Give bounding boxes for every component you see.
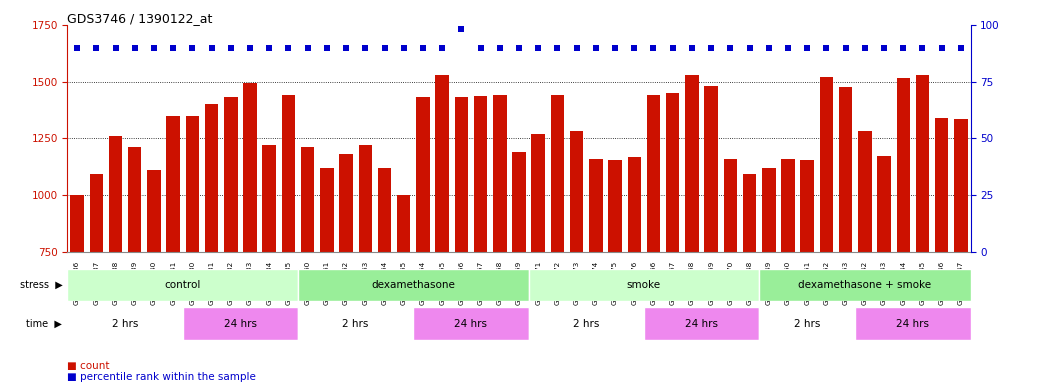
Bar <box>666 93 680 252</box>
Bar <box>416 98 430 252</box>
Bar <box>759 269 971 301</box>
Bar <box>935 118 949 252</box>
Bar <box>263 145 276 252</box>
Bar <box>513 152 525 252</box>
Bar <box>298 269 528 301</box>
Bar <box>67 269 298 301</box>
Bar <box>685 75 699 252</box>
Bar <box>762 168 775 252</box>
Bar <box>855 307 971 340</box>
Bar <box>378 168 391 252</box>
Bar <box>147 170 161 252</box>
Bar <box>628 157 641 252</box>
Bar <box>67 307 183 340</box>
Bar <box>166 116 180 252</box>
Text: 2 hrs: 2 hrs <box>343 318 368 329</box>
Bar <box>647 95 660 252</box>
Text: 24 hrs: 24 hrs <box>685 318 718 329</box>
Bar <box>301 147 315 252</box>
Bar <box>413 307 528 340</box>
Text: ■ percentile rank within the sample: ■ percentile rank within the sample <box>67 372 256 382</box>
Bar <box>528 307 644 340</box>
Text: 2 hrs: 2 hrs <box>573 318 599 329</box>
Bar <box>954 119 967 252</box>
Bar <box>531 134 545 252</box>
Bar <box>590 159 603 252</box>
Bar <box>820 77 834 252</box>
Bar <box>298 307 413 340</box>
Bar <box>397 195 410 252</box>
Bar <box>723 159 737 252</box>
Text: time  ▶: time ▶ <box>26 318 62 329</box>
Text: GDS3746 / 1390122_at: GDS3746 / 1390122_at <box>67 12 213 25</box>
Bar <box>782 159 795 252</box>
Text: 24 hrs: 24 hrs <box>224 318 256 329</box>
Bar <box>281 95 295 252</box>
Bar <box>877 156 891 252</box>
Bar <box>71 195 84 252</box>
Bar <box>473 96 487 252</box>
Text: 2 hrs: 2 hrs <box>112 318 138 329</box>
Bar <box>528 269 759 301</box>
Text: control: control <box>165 280 201 290</box>
Bar <box>705 86 718 252</box>
Bar <box>743 174 757 252</box>
Bar <box>916 75 929 252</box>
Bar <box>224 98 238 252</box>
Bar <box>897 78 910 252</box>
Bar <box>570 131 583 252</box>
Bar <box>759 307 855 340</box>
Bar <box>128 147 141 252</box>
Bar <box>204 104 218 252</box>
Bar <box>320 168 333 252</box>
Bar <box>493 95 507 252</box>
Bar <box>839 87 852 252</box>
Bar <box>183 307 298 340</box>
Bar <box>186 116 199 252</box>
Bar <box>109 136 122 252</box>
Text: ■ count: ■ count <box>67 361 110 371</box>
Bar <box>551 95 565 252</box>
Bar <box>644 307 759 340</box>
Bar <box>243 83 256 252</box>
Text: 24 hrs: 24 hrs <box>897 318 929 329</box>
Bar <box>435 75 448 252</box>
Text: smoke: smoke <box>627 280 661 290</box>
Text: 24 hrs: 24 hrs <box>455 318 488 329</box>
Bar <box>608 160 622 252</box>
Bar <box>800 160 814 252</box>
Bar <box>339 154 353 252</box>
Text: 2 hrs: 2 hrs <box>794 318 820 329</box>
Text: dexamethasone + smoke: dexamethasone + smoke <box>798 280 931 290</box>
Bar <box>858 131 872 252</box>
Bar <box>455 98 468 252</box>
Bar <box>358 145 372 252</box>
Bar <box>89 174 103 252</box>
Text: stress  ▶: stress ▶ <box>20 280 62 290</box>
Text: dexamethasone: dexamethasone <box>372 280 456 290</box>
